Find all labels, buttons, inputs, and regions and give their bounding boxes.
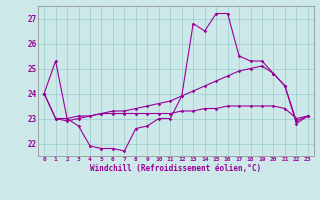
X-axis label: Windchill (Refroidissement éolien,°C): Windchill (Refroidissement éolien,°C) [91,164,261,173]
